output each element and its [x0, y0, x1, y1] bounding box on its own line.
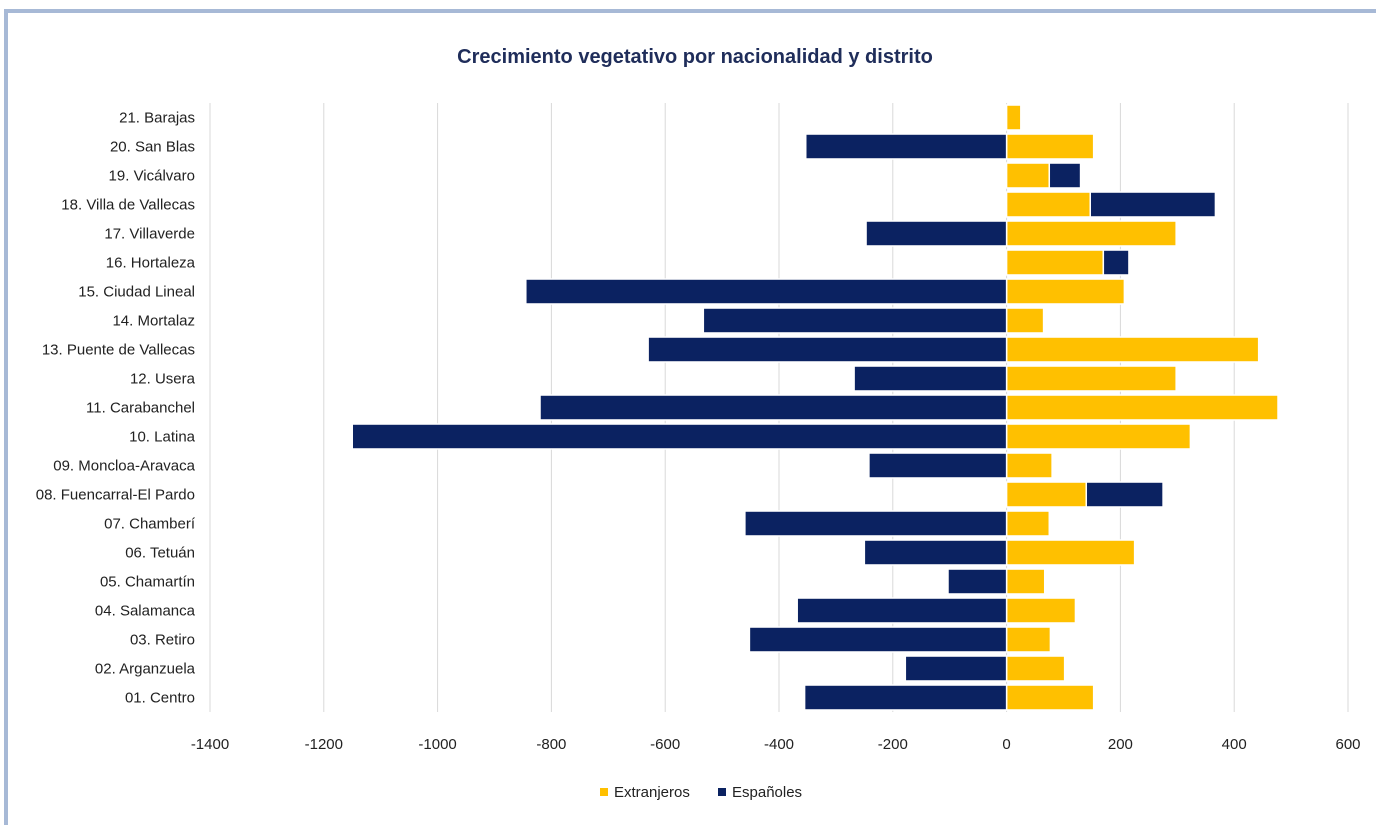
bar-extranjeros — [1005, 394, 1279, 421]
bar-extranjeros — [1005, 655, 1066, 682]
category-label: 10. Latina — [129, 429, 196, 446]
bar-extranjeros — [1005, 307, 1045, 334]
bar-espanoles — [647, 336, 1008, 363]
bar-espanoles — [865, 220, 1008, 247]
category-labels: 01. Centro 02. Arganzuela 03. Retiro 04. Sa… — [36, 110, 196, 707]
category-label: 15. Ciudad Lineal — [78, 284, 195, 301]
bar-extranjeros — [1005, 481, 1088, 508]
category-label: 03. Retiro — [130, 632, 195, 649]
bar-espanoles — [868, 452, 1008, 479]
legend: Extranjeros Españoles — [600, 784, 802, 801]
bar-espanoles — [853, 365, 1008, 392]
x-tick-labels: -1400 -1200 -1000 -800 -600 -400 -200 0 200 400 60… — [191, 736, 1361, 753]
legend-label: Extranjeros — [614, 784, 690, 801]
chart-title: Crecimiento vegetativo por nacionalidad … — [457, 46, 933, 68]
bar-extranjeros — [1005, 684, 1095, 711]
bar-extranjeros — [1005, 423, 1192, 450]
x-tick-label: -1200 — [305, 736, 343, 753]
category-label: 11. Carabanchel — [86, 400, 195, 417]
category-label: 18. Villa de Vallecas — [61, 197, 195, 214]
bar-espanoles — [539, 394, 1008, 421]
bar-espanoles — [803, 684, 1008, 711]
legend-swatch — [600, 788, 608, 796]
bar-espanoles — [702, 307, 1008, 334]
bar-extranjeros — [1005, 249, 1105, 276]
bar-espanoles — [947, 568, 1008, 595]
x-tick-label: -1400 — [191, 736, 229, 753]
x-tick-label: -600 — [650, 736, 680, 753]
bar-espanoles — [1089, 191, 1217, 218]
category-label: 13. Puente de Vallecas — [42, 342, 195, 359]
bar-extranjeros — [1005, 568, 1046, 595]
x-tick-label: -400 — [764, 736, 794, 753]
bar-espanoles — [744, 510, 1008, 537]
x-tick-label: 600 — [1335, 736, 1360, 753]
legend-swatch — [718, 788, 726, 796]
x-tick-label: 200 — [1108, 736, 1133, 753]
category-label: 02. Arganzuela — [95, 661, 196, 678]
bar-extranjeros — [1005, 597, 1077, 624]
bar-espanoles — [525, 278, 1008, 305]
bar-espanoles — [1085, 481, 1164, 508]
bar-extranjeros — [1005, 278, 1126, 305]
x-tick-label: 400 — [1222, 736, 1247, 753]
category-label: 19. Vicálvaro — [109, 168, 195, 185]
bar-extranjeros — [1005, 510, 1051, 537]
bar-extranjeros — [1005, 220, 1177, 247]
bar-extranjeros — [1005, 191, 1091, 218]
category-label: 16. Hortaleza — [106, 255, 196, 272]
x-tick-label: 0 — [1002, 736, 1010, 753]
category-label: 12. Usera — [130, 371, 196, 388]
bar-espanoles — [748, 626, 1008, 653]
bar-extranjeros — [1005, 626, 1052, 653]
x-tick-label: -1000 — [418, 736, 456, 753]
bar-extranjeros — [1005, 336, 1260, 363]
bar-extranjeros — [1005, 162, 1051, 189]
bar-espanoles — [351, 423, 1008, 450]
bar-espanoles — [904, 655, 1008, 682]
category-label: 01. Centro — [125, 690, 195, 707]
bar-espanoles — [1048, 162, 1082, 189]
bar-espanoles — [863, 539, 1008, 566]
bar-extranjeros — [1005, 104, 1022, 131]
bar-extranjeros — [1005, 539, 1136, 566]
category-label: 07. Chamberí — [104, 516, 196, 533]
bar-extranjeros — [1005, 133, 1095, 160]
category-label: 04. Salamanca — [95, 603, 196, 620]
bar-espanoles — [1102, 249, 1130, 276]
bar-espanoles — [796, 597, 1008, 624]
category-label: 14. Mortalaz — [112, 313, 195, 330]
category-label: 08. Fuencarral-El Pardo — [36, 487, 195, 504]
category-label: 06. Tetuán — [125, 545, 195, 562]
bars — [351, 104, 1279, 711]
x-tick-label: -200 — [878, 736, 908, 753]
bar-extranjeros — [1005, 452, 1053, 479]
category-label: 05. Chamartín — [100, 574, 195, 591]
bar-extranjeros — [1005, 365, 1177, 392]
category-label: 21. Barajas — [119, 110, 195, 127]
legend-label: Españoles — [732, 784, 802, 801]
category-label: 20. San Blas — [110, 139, 195, 156]
bar-espanoles — [804, 133, 1008, 160]
category-label: 17. Villaverde — [104, 226, 195, 243]
category-label: 09. Moncloa-Aravaca — [53, 458, 195, 475]
x-tick-label: -800 — [536, 736, 566, 753]
